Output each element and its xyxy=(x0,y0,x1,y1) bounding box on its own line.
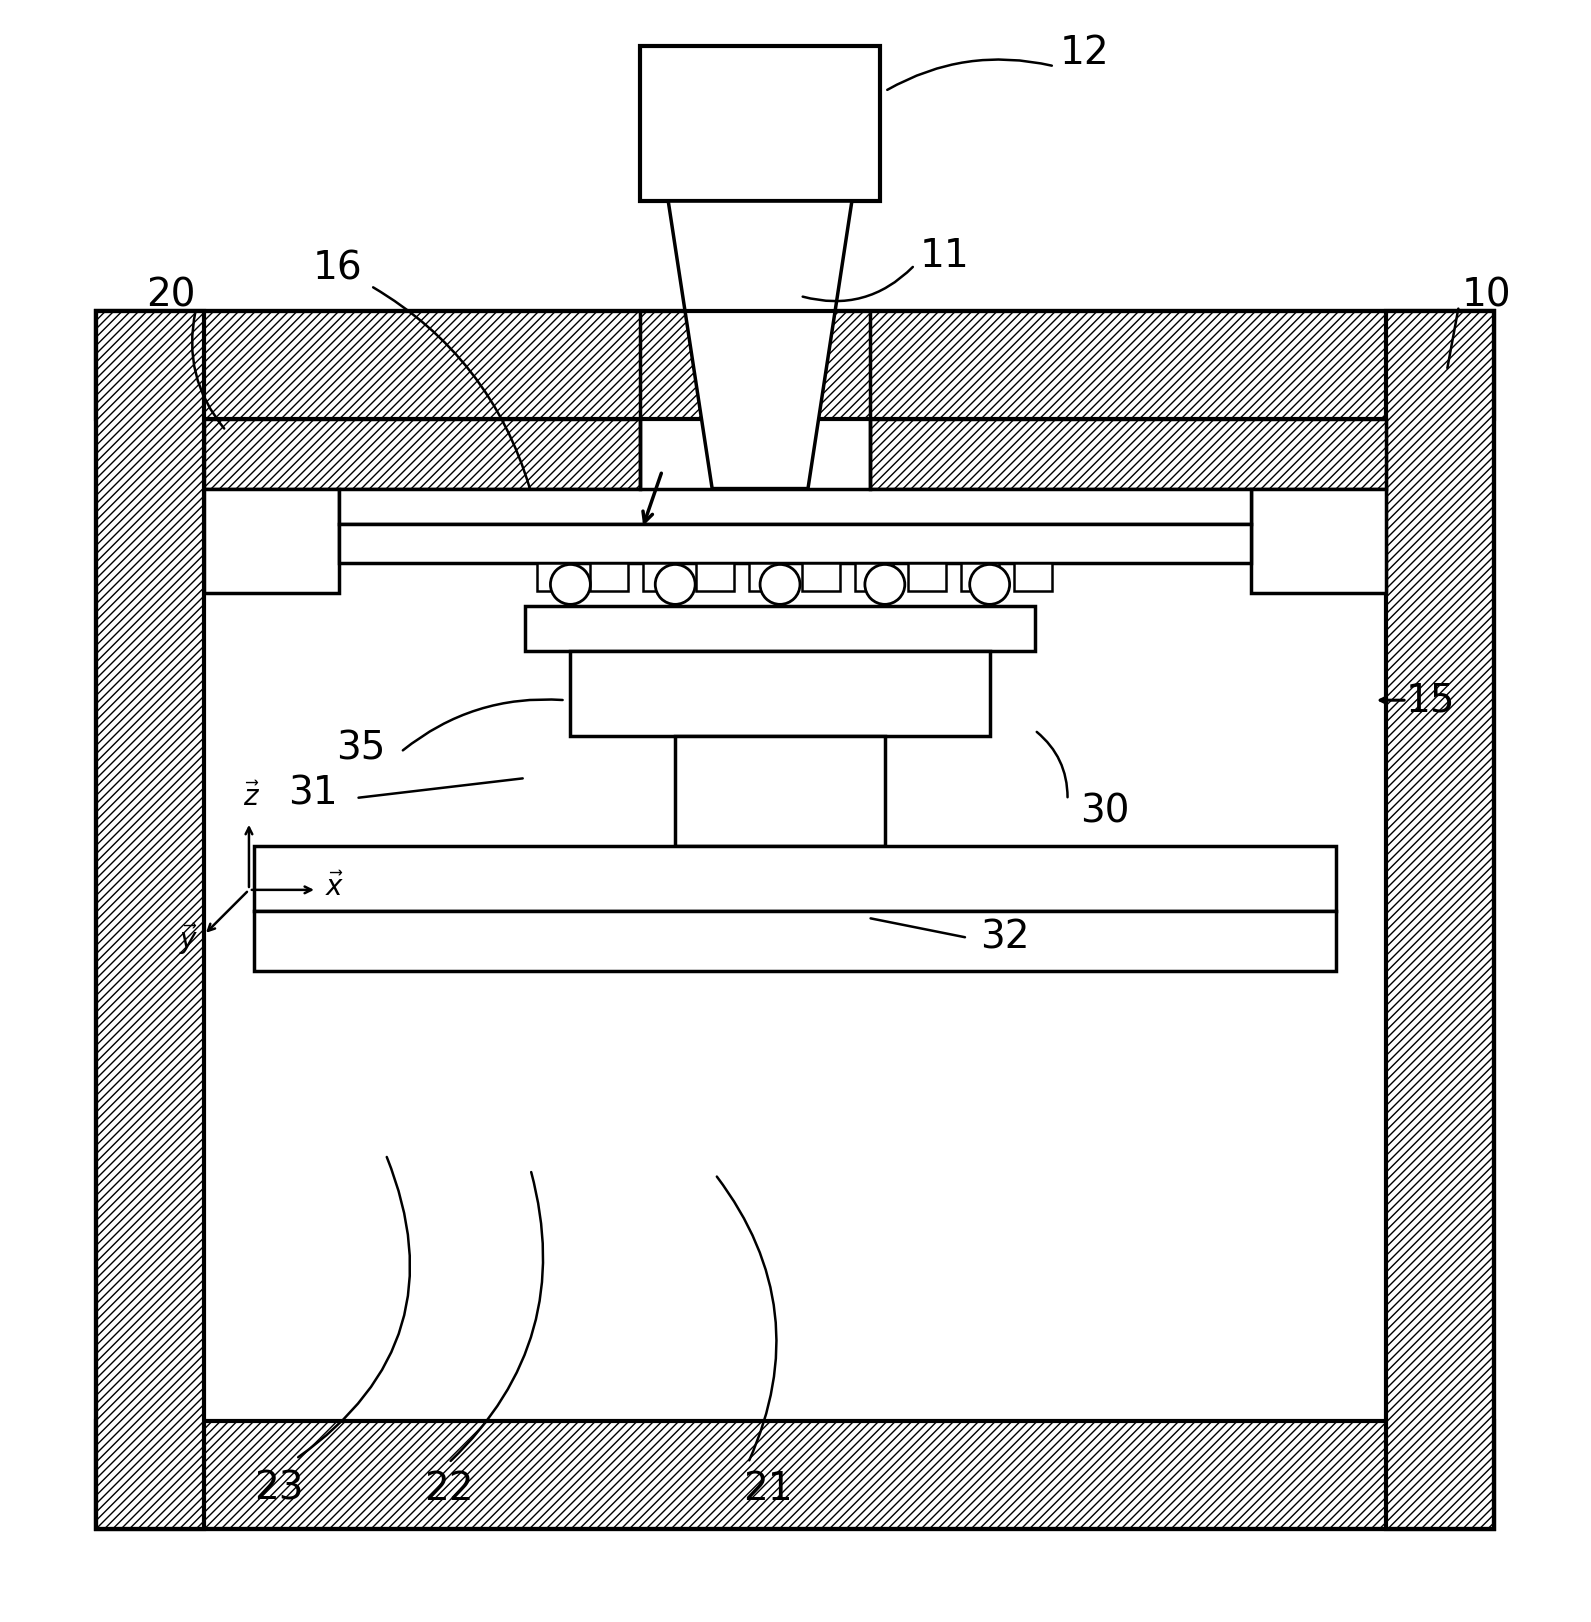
Text: 16: 16 xyxy=(313,250,363,289)
Bar xyxy=(675,736,885,847)
Bar xyxy=(854,563,893,592)
Text: 30: 30 xyxy=(1080,793,1130,830)
Text: $\vec{x}$: $\vec{x}$ xyxy=(325,873,344,902)
Text: 22: 22 xyxy=(423,1470,474,1508)
Bar xyxy=(1251,488,1386,594)
Text: 20: 20 xyxy=(146,277,196,315)
Text: 10: 10 xyxy=(1462,277,1511,315)
Circle shape xyxy=(866,564,905,605)
Text: $\vec{z}$: $\vec{z}$ xyxy=(243,783,261,813)
Bar xyxy=(1013,563,1052,592)
Text: 32: 32 xyxy=(980,918,1029,957)
Bar xyxy=(255,912,1336,970)
Text: $\vec{y}$: $\vec{y}$ xyxy=(178,923,197,957)
Circle shape xyxy=(655,564,695,605)
Bar xyxy=(95,311,1494,418)
Text: 23: 23 xyxy=(255,1470,304,1508)
Text: 15: 15 xyxy=(1406,681,1456,719)
Text: 35: 35 xyxy=(336,730,385,767)
Bar xyxy=(908,563,945,592)
Bar xyxy=(339,524,1251,563)
Circle shape xyxy=(969,564,1010,605)
Bar xyxy=(1386,311,1494,1530)
Circle shape xyxy=(550,564,590,605)
Bar xyxy=(538,563,576,592)
Bar xyxy=(802,563,840,592)
Bar xyxy=(749,563,788,592)
Circle shape xyxy=(760,564,800,605)
Bar xyxy=(95,1421,1494,1530)
Bar xyxy=(95,311,1494,1530)
Bar xyxy=(204,488,339,594)
Bar xyxy=(697,563,733,592)
Bar xyxy=(255,847,1336,912)
Polygon shape xyxy=(668,201,851,488)
Text: 21: 21 xyxy=(743,1470,792,1508)
Bar xyxy=(571,652,990,736)
Bar xyxy=(870,418,1386,488)
Bar xyxy=(590,563,628,592)
Bar xyxy=(204,418,1386,1421)
Bar xyxy=(643,563,681,592)
Bar xyxy=(961,563,999,592)
Bar xyxy=(525,607,1034,652)
Bar xyxy=(339,488,1251,524)
Text: 31: 31 xyxy=(288,774,337,813)
Text: 12: 12 xyxy=(1060,34,1109,73)
Bar xyxy=(204,418,640,488)
Text: 11: 11 xyxy=(920,237,969,276)
Bar xyxy=(95,311,204,1530)
Bar xyxy=(640,47,880,201)
